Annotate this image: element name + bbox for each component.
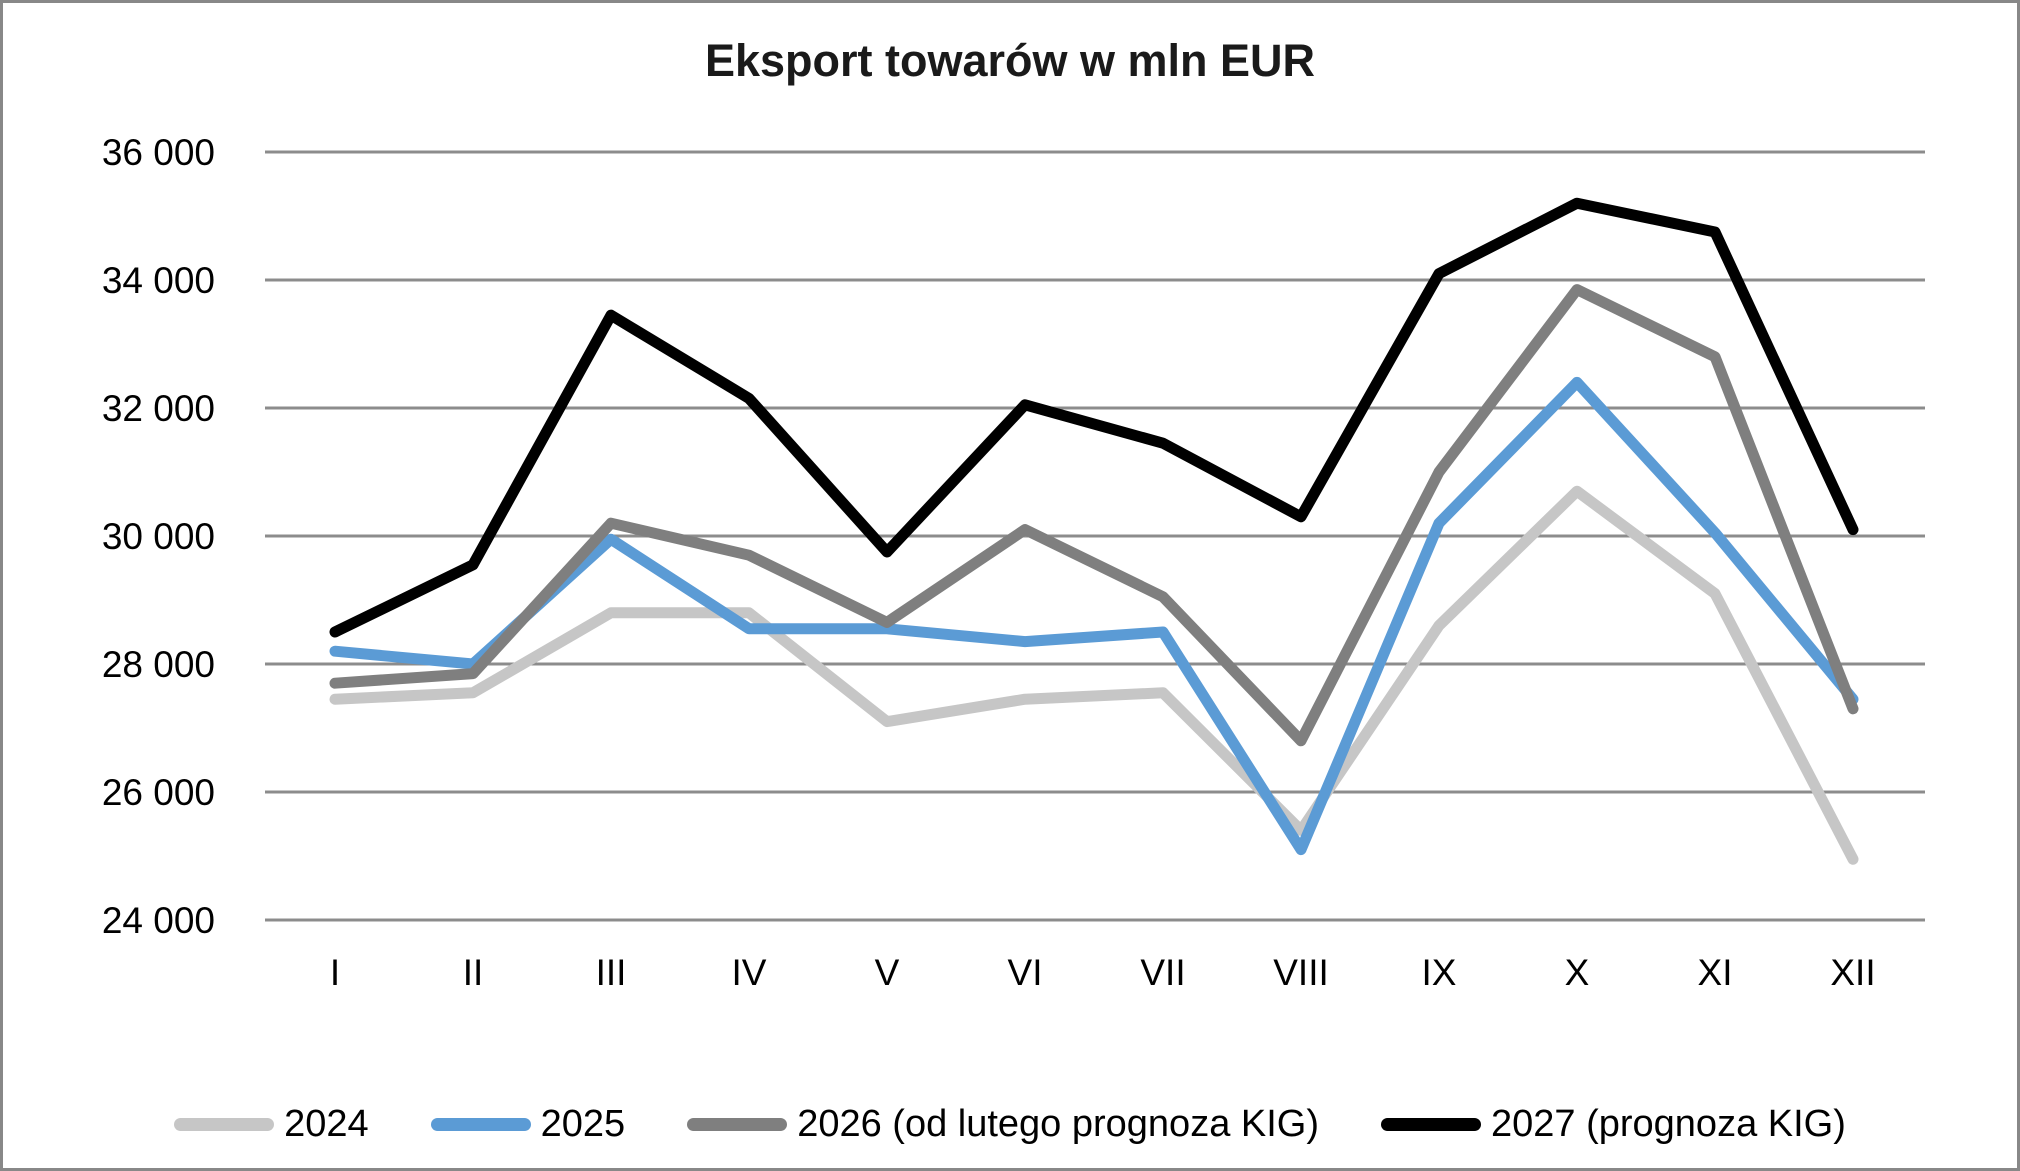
x-axis-tick-label: XII	[1830, 952, 1875, 993]
legend-swatch	[430, 1118, 531, 1131]
x-axis-tick-label: VIII	[1273, 952, 1329, 993]
y-axis-tick-label: 28 000	[102, 644, 215, 685]
x-axis-tick-label: II	[463, 952, 484, 993]
series-lines-group	[329, 197, 1859, 865]
x-axis-tick-label: VI	[1008, 952, 1043, 993]
legend-swatch	[687, 1118, 788, 1131]
x-axis-tick-label: VII	[1140, 952, 1185, 993]
x-axis-labels-group: I II III IV V VI VII VIII IX X XI XII	[330, 952, 1876, 993]
chart-title: Eksport towarów w mln EUR	[704, 35, 1316, 86]
series-line-2027	[329, 197, 1859, 638]
legend-label: 2025	[540, 1103, 626, 1145]
x-axis-tick-label: V	[875, 952, 900, 993]
legend-item-2027: 2027 (prognoza KIG)	[1381, 1103, 1846, 1146]
series-line-2026	[329, 284, 1859, 747]
x-axis-tick-label: IV	[732, 952, 767, 993]
legend-item-2026: 2026 (od lutego prognoza KIG)	[687, 1103, 1319, 1146]
x-axis-tick-label: III	[596, 952, 627, 993]
legend-label: 2026 (od lutego prognoza KIG)	[797, 1103, 1319, 1145]
x-axis-tick-label: X	[1565, 952, 1590, 993]
series-line-2025	[329, 376, 1859, 856]
legend-item-2024: 2024	[174, 1103, 369, 1146]
x-axis-tick-label: IX	[1422, 952, 1457, 993]
legend: 2024 2025 2026 (od lutego prognoza KIG) 202…	[3, 1103, 2017, 1146]
legend-label: 2027 (prognoza KIG)	[1491, 1103, 1846, 1145]
legend-item-2025: 2025	[430, 1103, 626, 1146]
x-axis-tick-label: I	[330, 952, 340, 993]
y-axis-tick-label: 24 000	[102, 900, 215, 941]
y-axis-tick-label: 32 000	[102, 388, 215, 429]
x-axis-tick-label: XI	[1698, 952, 1733, 993]
plot-svg: 36 000 34 000 32 000 30 000 28 000 26 000 24 0…	[102, 132, 1925, 993]
y-axis-tick-label: 30 000	[102, 516, 215, 557]
series-line-2024	[329, 485, 1859, 865]
y-axis-tick-label: 26 000	[102, 772, 215, 813]
y-axis-labels-group: 36 000 34 000 32 000 30 000 28 000 26 000 24 0…	[102, 132, 215, 941]
legend-swatch	[174, 1118, 275, 1131]
y-axis-tick-label: 34 000	[102, 260, 215, 301]
y-axis-tick-label: 36 000	[102, 132, 215, 173]
legend-swatch	[1381, 1118, 1481, 1131]
gridlines-group	[265, 150, 1925, 922]
legend-label: 2024	[284, 1103, 369, 1145]
